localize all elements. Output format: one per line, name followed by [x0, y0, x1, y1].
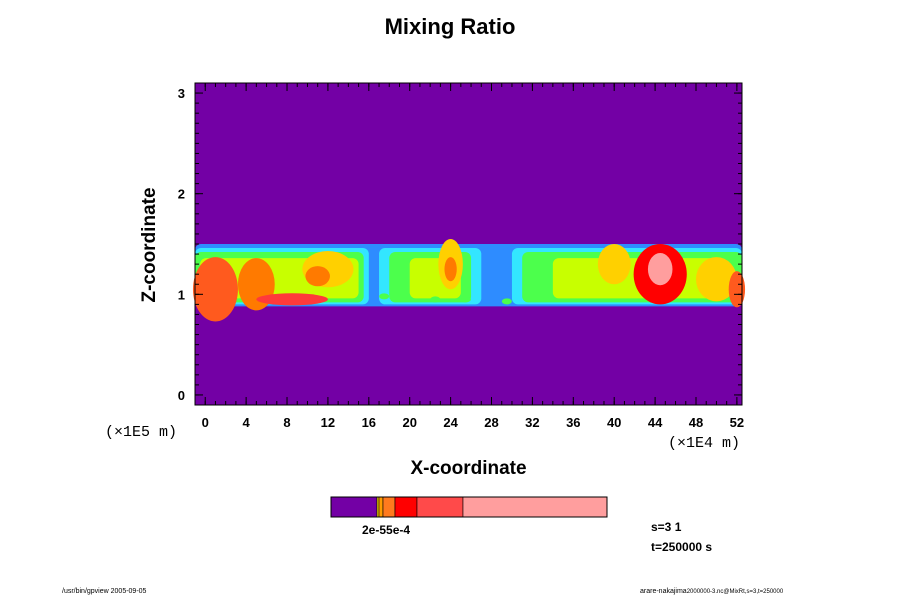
mixing-blob-10: [695, 257, 737, 302]
x-tick-label-1: 4: [243, 415, 251, 430]
y-axis-label-wrap: Z-coordinate: [139, 187, 160, 356]
small-blob-1: [430, 296, 441, 303]
y-tick-label-1: 1: [178, 287, 185, 302]
small-blob-3: [501, 298, 512, 305]
footer-right: arare-nakajima2000000-3.nc@MixRt,s=3,t=2…: [640, 588, 783, 595]
x-tick-label-7: 28: [484, 415, 498, 430]
footer-right-sub: 2000000-3.nc@MixRt,s=3,t=250000: [686, 589, 784, 595]
small-blob-0: [379, 293, 390, 300]
mixing-blob-2: [256, 293, 328, 306]
colorbar-segment-6: [462, 496, 608, 518]
x-tick-label-8: 32: [525, 415, 539, 430]
small-blob-2: [460, 296, 471, 303]
x-tick-label-11: 44: [648, 415, 663, 430]
colorbar-label: 2e-55e-4: [362, 523, 411, 537]
footer-right-main: arare-nakajima: [640, 588, 687, 595]
mixing-blob-4: [305, 266, 330, 287]
x-tick-label-3: 12: [321, 415, 335, 430]
y-tick-label-2: 2: [178, 187, 185, 202]
footer-left: /usr/bin/gpview 2005-09-05: [62, 588, 147, 595]
annotation-time: t=250000 s: [651, 540, 713, 554]
colorbar-segment-3: [382, 496, 396, 518]
colorbar-segment-4: [394, 496, 418, 518]
colorbar-segment-2: [378, 496, 384, 518]
mixing-blob-9: [597, 244, 631, 285]
x-axis-label: X-coordinate: [410, 458, 527, 479]
y-tick-label-3: 3: [178, 86, 185, 101]
colorbar-segment-0: [330, 496, 378, 518]
mixing-blob-11: [728, 271, 746, 308]
x-tick-label-0: 0: [202, 415, 209, 430]
x-tick-label-9: 36: [566, 415, 580, 430]
x-tick-label-13: 52: [730, 415, 744, 430]
annotation-step: s=3 1: [651, 520, 682, 534]
y-tick-label-0: 0: [178, 388, 185, 403]
mixing-blob-6: [444, 257, 457, 282]
chart-title: Mixing Ratio: [384, 14, 516, 39]
x-tick-label-2: 8: [283, 415, 290, 430]
x-tick-label-5: 20: [402, 415, 416, 430]
x-tick-label-10: 40: [607, 415, 621, 430]
colorbar-segment-5: [416, 496, 464, 518]
mixing-blob-8: [647, 253, 673, 286]
x-tick-label-4: 16: [362, 415, 376, 430]
x-tick-label-6: 24: [443, 415, 458, 430]
x-scale-label: (×1E4 m): [668, 435, 741, 452]
colorbar-frame: [330, 496, 608, 518]
y-scale-label: (×1E5 m): [105, 424, 178, 441]
mixing-blob-0: [192, 257, 238, 322]
y-axis-label: Z-coordinate: [139, 187, 160, 303]
x-tick-label-12: 48: [689, 415, 703, 430]
